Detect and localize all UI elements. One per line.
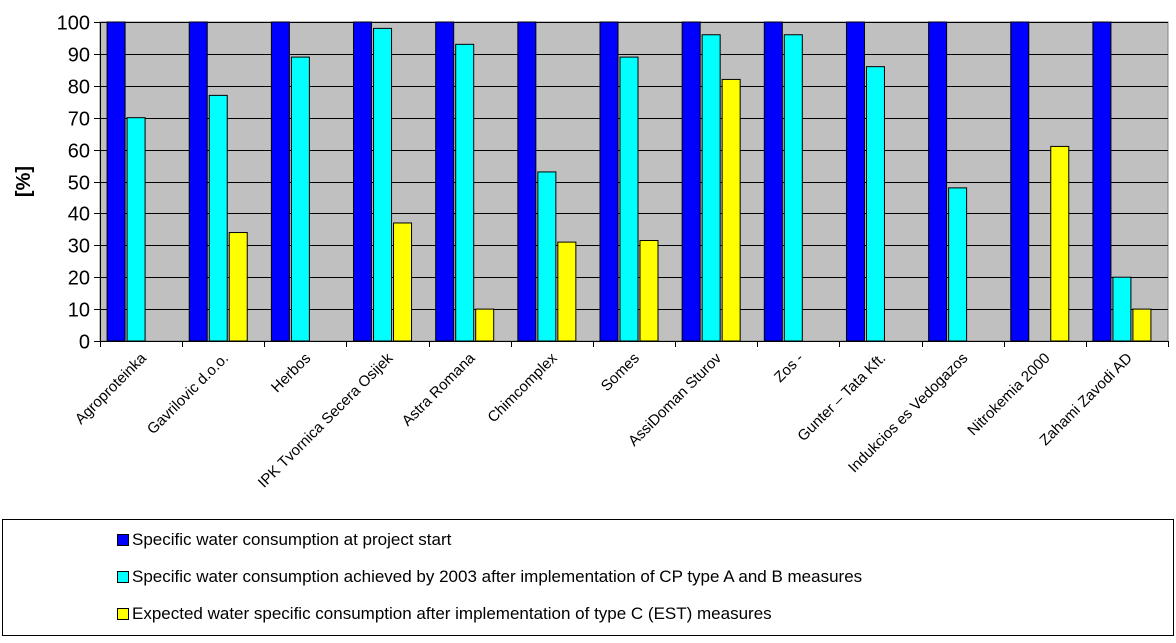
bar-3-2 — [228, 232, 248, 342]
bar-2-7 — [619, 56, 639, 342]
bar-2-6 — [537, 171, 557, 342]
bar-1-9 — [763, 21, 783, 342]
bar-1-10 — [845, 21, 865, 342]
bar-2-9 — [783, 34, 803, 342]
bar-3-4 — [393, 222, 413, 342]
x-tick-label: Zahami Zavodi AD — [1036, 350, 1135, 449]
x-tick-label: Nitrokemia 2000 — [964, 350, 1053, 439]
bar-2-11 — [948, 187, 968, 342]
bar-1-7 — [599, 21, 619, 342]
bar-3-7 — [639, 240, 659, 342]
bar-1-8 — [681, 21, 701, 342]
legend-label-achieved-2003: Specific water consumption achieved by 2… — [132, 567, 863, 586]
bar-3-12 — [1050, 145, 1070, 342]
y-tick-label: 60 — [68, 141, 90, 163]
bar-2-2 — [208, 94, 228, 342]
bar-1-3 — [270, 21, 290, 342]
bar-1-6 — [517, 21, 537, 342]
bar-2-10 — [865, 66, 885, 342]
legend-item-project-start: Specific water consumption at project st… — [117, 528, 451, 552]
legend-label-expected-est: Expected water specific consumption afte… — [132, 604, 772, 623]
bar-1-4 — [353, 21, 373, 342]
y-tick-label: 20 — [68, 268, 90, 290]
bar-2-1 — [126, 117, 146, 342]
x-tick-label: Zos - — [771, 350, 807, 386]
x-tick-label: IPK Tvornica Secera Osijek — [255, 349, 397, 491]
x-tick-label: Agroproteinka — [72, 349, 151, 428]
bar-1-11 — [928, 21, 948, 342]
bar-2-5 — [455, 43, 475, 342]
bar-1-2 — [188, 21, 208, 342]
legend: Specific water consumption at project st… — [2, 519, 1174, 636]
y-tick-label: 80 — [68, 77, 90, 99]
x-tick-label: Gunter – Tata Kft. — [794, 350, 889, 445]
legend-item-achieved-2003: Specific water consumption achieved by 2… — [117, 565, 862, 589]
bar-3-13 — [1132, 308, 1152, 342]
bar-2-13 — [1112, 276, 1132, 342]
legend-label-project-start: Specific water consumption at project st… — [132, 530, 452, 549]
bar-1-13 — [1092, 21, 1112, 342]
y-tick-label: 0 — [79, 332, 90, 354]
bar-1-12 — [1010, 21, 1030, 342]
bar-3-5 — [475, 308, 495, 342]
legend-swatch-achieved-2003 — [117, 571, 129, 583]
x-tick-label: Gavrilovic d.o.o. — [144, 350, 232, 438]
legend-swatch-expected-est — [117, 608, 129, 620]
y-tick-label: 10 — [68, 300, 90, 322]
bar-1-5 — [435, 21, 455, 342]
bar-2-4 — [373, 27, 393, 342]
bar-3-6 — [557, 241, 577, 342]
legend-swatch-project-start — [117, 534, 129, 546]
y-tick-label: 90 — [68, 45, 90, 67]
bar-2-8 — [701, 34, 721, 342]
y-tick-label: 30 — [68, 236, 90, 258]
bar-2-3 — [290, 56, 310, 342]
x-tick-label: Astra Romana — [399, 349, 479, 429]
x-tick-label: Somes — [598, 350, 643, 395]
x-tick-label: Herbos — [268, 350, 314, 396]
bar-1-1 — [106, 21, 126, 342]
y-tick-label: 100 — [57, 13, 90, 35]
y-tick-label: 70 — [68, 109, 90, 131]
y-tick-label: 50 — [68, 173, 90, 195]
bar-3-8 — [721, 78, 741, 342]
y-axis-label: [%] — [13, 166, 35, 197]
x-tick-label: Chimcomplex — [484, 349, 561, 426]
legend-item-expected-est: Expected water specific consumption afte… — [117, 602, 772, 626]
y-tick-label: 40 — [68, 204, 90, 226]
